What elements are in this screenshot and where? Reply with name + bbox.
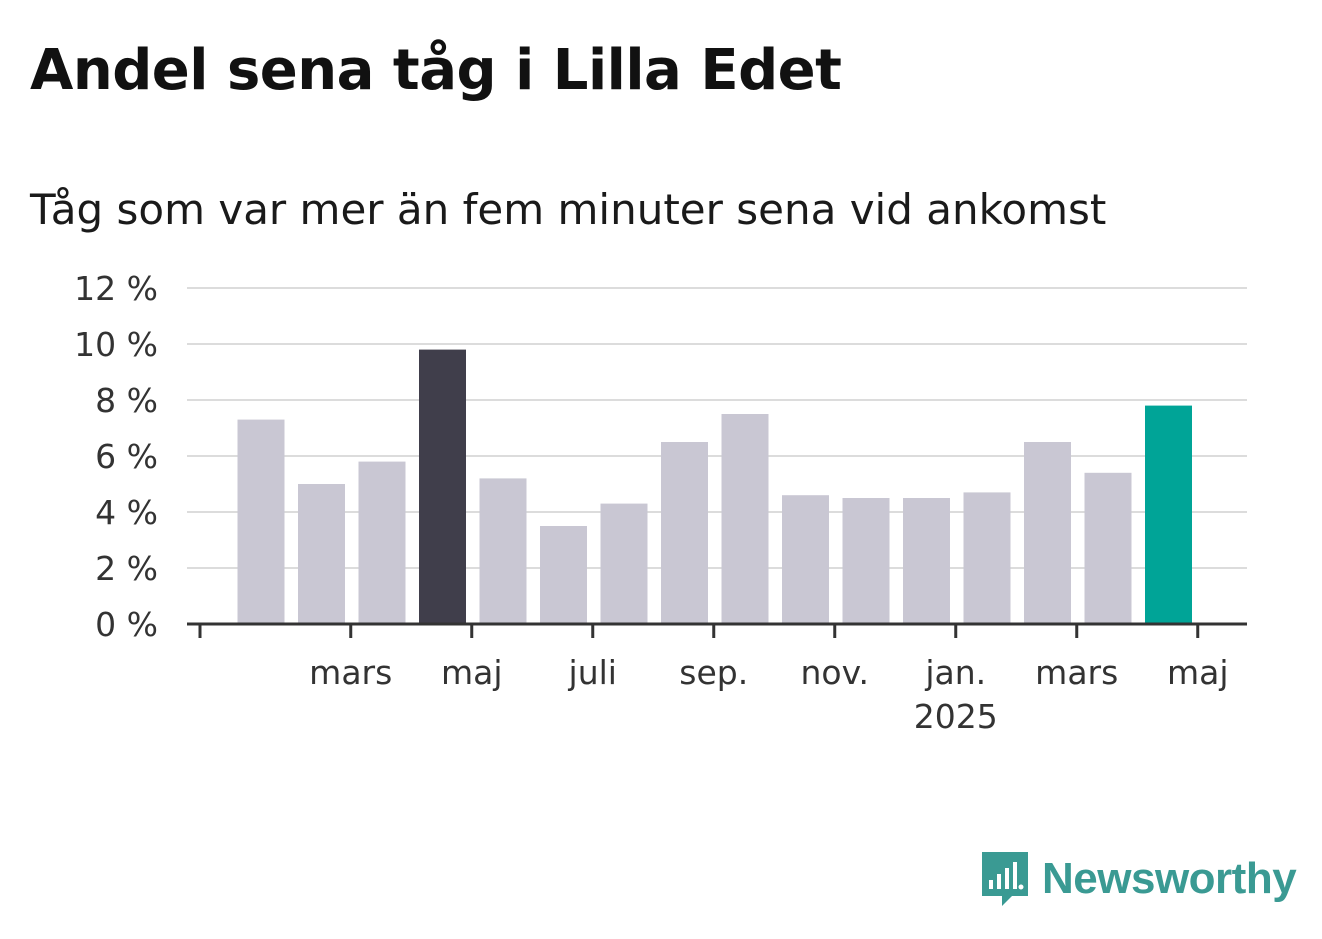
bar [1024, 442, 1071, 624]
newsworthy-logo-icon [982, 852, 1028, 906]
bar [842, 498, 890, 624]
bar [1084, 472, 1132, 624]
bar [1145, 405, 1192, 624]
chart-title: Andel sena tåg i Lilla Edet [30, 38, 842, 103]
x-tick-label: maj [441, 653, 503, 692]
newsworthy-brand: Newsworthy [980, 848, 1297, 910]
x-tick-year-label: 2025 [914, 697, 998, 736]
bar [358, 461, 406, 624]
bar [540, 526, 587, 624]
bar [782, 495, 829, 624]
x-tick-label: mars [1035, 653, 1118, 692]
bar [721, 414, 769, 624]
x-tick-label: nov. [800, 653, 869, 692]
y-tick-label: 4 % [95, 493, 158, 532]
bar [600, 503, 648, 624]
y-tick-label: 10 % [74, 325, 158, 364]
bar [661, 442, 708, 624]
bar-chart: 0 % 2 % 4 % 6 % 8 % 10 % 12 % mars maj juli sep. no… [74, 269, 1247, 736]
bar [479, 478, 527, 624]
y-tick-label: 8 % [95, 381, 158, 420]
bar [963, 492, 1011, 624]
bar [237, 419, 285, 624]
brand-name: Newsworthy [1042, 854, 1297, 903]
y-tick-label: 0 % [95, 605, 158, 644]
y-tick-label: 2 % [95, 549, 158, 588]
x-tick-label: mars [309, 653, 392, 692]
x-tick-label: juli [568, 653, 617, 692]
bar [419, 349, 466, 624]
x-tick-label: sep. [679, 653, 748, 692]
x-tick-label: jan. [924, 653, 986, 692]
bar [903, 498, 950, 624]
y-tick-label: 6 % [95, 437, 158, 476]
y-tick-label: 12 % [74, 269, 158, 308]
bar [298, 484, 345, 624]
chart-subtitle: Tåg som var mer än fem minuter sena vid … [30, 185, 1107, 234]
x-tick-label: maj [1167, 653, 1229, 692]
